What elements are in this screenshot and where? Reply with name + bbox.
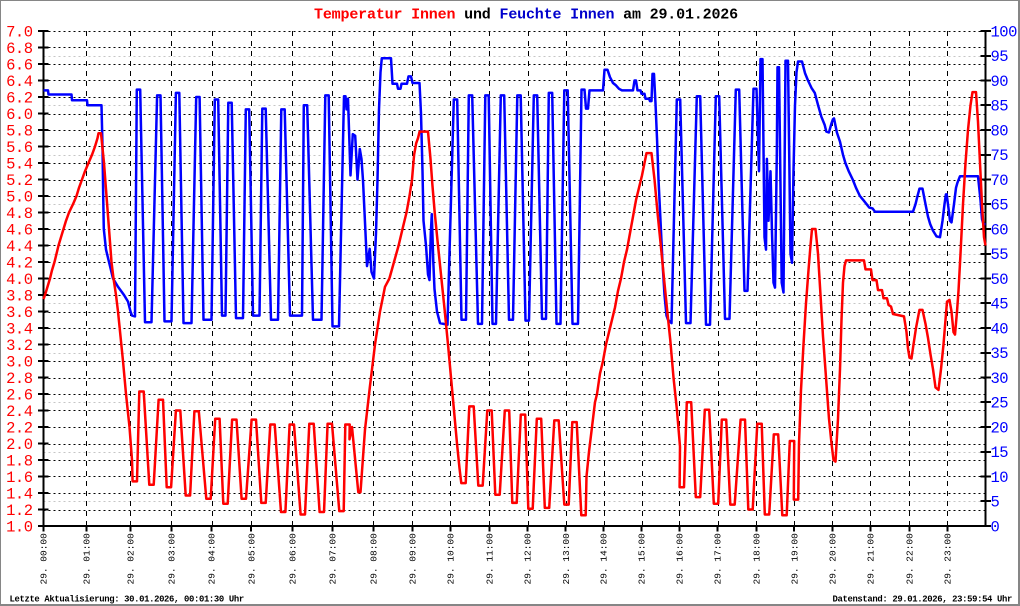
svg-text:90: 90 xyxy=(991,73,1009,91)
svg-text:85: 85 xyxy=(991,98,1009,116)
svg-text:29. 14:00: 29. 14:00 xyxy=(599,533,610,585)
svg-text:40: 40 xyxy=(991,320,1009,338)
svg-text:29. 21:00: 29. 21:00 xyxy=(866,533,877,585)
svg-text:5.6: 5.6 xyxy=(6,139,33,157)
svg-text:29. 07:00: 29. 07:00 xyxy=(328,533,339,585)
svg-text:6.2: 6.2 xyxy=(6,89,33,107)
svg-text:29. 20:00: 29. 20:00 xyxy=(828,533,839,585)
svg-text:20: 20 xyxy=(991,419,1009,437)
svg-text:2.4: 2.4 xyxy=(6,403,33,421)
svg-text:100: 100 xyxy=(991,23,1018,41)
svg-text:29. 00:00: 29. 00:00 xyxy=(39,533,50,585)
svg-text:95: 95 xyxy=(991,48,1009,66)
svg-text:4.6: 4.6 xyxy=(6,221,33,239)
svg-text:29. 16:00: 29. 16:00 xyxy=(675,533,686,585)
svg-text:1.2: 1.2 xyxy=(6,502,33,520)
svg-text:25: 25 xyxy=(991,395,1009,413)
svg-text:3.0: 3.0 xyxy=(6,353,33,371)
svg-text:2.6: 2.6 xyxy=(6,386,33,404)
svg-text:3.6: 3.6 xyxy=(6,304,33,322)
svg-text:29. 22:00: 29. 22:00 xyxy=(905,533,916,585)
svg-text:45: 45 xyxy=(991,296,1009,314)
svg-text:2.8: 2.8 xyxy=(6,370,33,388)
svg-text:29. 18:00: 29. 18:00 xyxy=(752,533,763,585)
svg-text:80: 80 xyxy=(991,122,1009,140)
svg-text:29. 13:00: 29. 13:00 xyxy=(561,533,572,585)
svg-text:Letzte Aktualisierung: 30.01.2: Letzte Aktualisierung: 30.01.2026, 00:01… xyxy=(10,594,244,604)
svg-text:5.4: 5.4 xyxy=(6,155,33,173)
svg-text:75: 75 xyxy=(991,147,1009,165)
svg-text:5.2: 5.2 xyxy=(6,172,33,190)
svg-text:6.0: 6.0 xyxy=(6,106,33,124)
svg-text:6.6: 6.6 xyxy=(6,56,33,74)
svg-text:5: 5 xyxy=(991,494,1000,512)
svg-text:6.4: 6.4 xyxy=(6,73,33,91)
svg-text:2.2: 2.2 xyxy=(6,419,33,437)
svg-text:4.2: 4.2 xyxy=(6,254,33,272)
svg-text:29. 08:00: 29. 08:00 xyxy=(369,533,380,585)
svg-text:1.0: 1.0 xyxy=(6,518,33,536)
svg-text:29. 03:00: 29. 03:00 xyxy=(167,533,178,585)
svg-text:5.8: 5.8 xyxy=(6,122,33,140)
svg-text:70: 70 xyxy=(991,172,1009,190)
svg-text:1.8: 1.8 xyxy=(6,452,33,470)
svg-text:29. 23:00: 29. 23:00 xyxy=(943,533,954,585)
svg-text:1.4: 1.4 xyxy=(6,485,33,503)
svg-text:3.8: 3.8 xyxy=(6,287,33,305)
svg-text:29. 10:00: 29. 10:00 xyxy=(446,533,457,585)
svg-text:55: 55 xyxy=(991,246,1009,264)
svg-text:4.4: 4.4 xyxy=(6,238,33,256)
svg-text:29. 15:00: 29. 15:00 xyxy=(637,533,648,585)
svg-text:7.0: 7.0 xyxy=(6,23,33,41)
svg-text:50: 50 xyxy=(991,271,1009,289)
svg-text:29. 17:00: 29. 17:00 xyxy=(713,533,724,585)
svg-text:35: 35 xyxy=(991,345,1009,363)
svg-text:29. 06:00: 29. 06:00 xyxy=(288,533,299,585)
svg-text:29. 02:00: 29. 02:00 xyxy=(126,533,137,585)
svg-text:60: 60 xyxy=(991,221,1009,239)
svg-text:29. 01:00: 29. 01:00 xyxy=(82,533,93,585)
svg-text:10: 10 xyxy=(991,469,1009,487)
svg-text:15: 15 xyxy=(991,444,1009,462)
svg-text:5.0: 5.0 xyxy=(6,188,33,206)
svg-text:1.6: 1.6 xyxy=(6,469,33,487)
svg-text:2.0: 2.0 xyxy=(6,436,33,454)
svg-text:65: 65 xyxy=(991,197,1009,215)
svg-text:29. 11:00: 29. 11:00 xyxy=(485,533,496,585)
svg-text:29. 19:00: 29. 19:00 xyxy=(789,533,800,585)
svg-text:0: 0 xyxy=(991,518,1000,536)
svg-text:29. 09:00: 29. 09:00 xyxy=(408,533,419,585)
svg-text:6.8: 6.8 xyxy=(6,40,33,58)
svg-text:Datenstand: 29.01.2026, 23:59:: Datenstand: 29.01.2026, 23:59:54 Uhr xyxy=(833,594,1013,604)
svg-text:3.4: 3.4 xyxy=(6,320,33,338)
svg-text:29. 12:00: 29. 12:00 xyxy=(523,533,534,585)
svg-text:30: 30 xyxy=(991,370,1009,388)
svg-text:4.0: 4.0 xyxy=(6,271,33,289)
svg-text:3.2: 3.2 xyxy=(6,337,33,355)
svg-text:Temperatur Innen und Feuchte I: Temperatur Innen und Feuchte Innen am 29… xyxy=(314,7,738,24)
svg-text:4.8: 4.8 xyxy=(6,205,33,223)
svg-text:29. 05:00: 29. 05:00 xyxy=(246,533,257,585)
svg-text:29. 04:00: 29. 04:00 xyxy=(207,533,218,585)
